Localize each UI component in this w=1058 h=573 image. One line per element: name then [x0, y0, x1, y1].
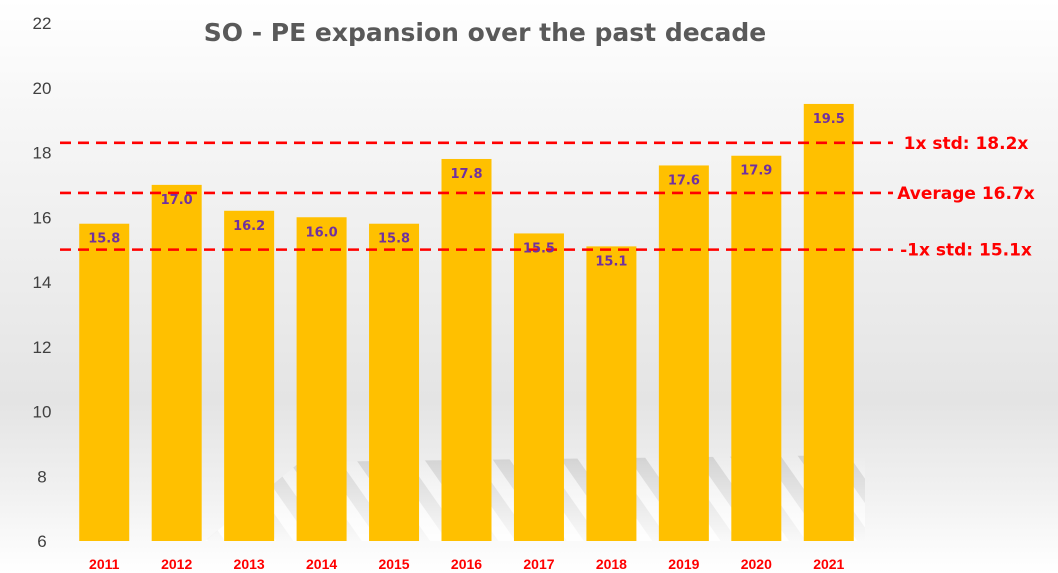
y-tick-label: 10: [33, 403, 52, 422]
bar-2015: [369, 223, 420, 541]
data-label-2018: 15.1: [595, 254, 627, 269]
bar-2018: [586, 246, 637, 541]
data-label-2011: 15.8: [88, 232, 120, 247]
y-tick-label: 16: [33, 208, 52, 227]
bar-2017: [513, 233, 564, 541]
x-tick-label: 2016: [451, 556, 482, 572]
x-tick-label: 2018: [596, 556, 627, 572]
data-label-2013: 16.2: [233, 219, 265, 234]
x-tick-label: 2017: [523, 556, 554, 572]
reference-line-label: Average 16.7x: [897, 184, 1035, 204]
x-tick-label: 2015: [378, 556, 409, 572]
bar-2016: [441, 158, 492, 541]
data-label-2012: 17.0: [161, 193, 193, 208]
x-tick-label: 2021: [813, 556, 844, 572]
data-label-2015: 15.8: [378, 232, 410, 247]
bar-2013: [224, 210, 275, 541]
y-tick-label: 14: [33, 273, 52, 292]
bar-2012: [151, 184, 202, 541]
reference-line-label: 1x std: 18.2x: [904, 134, 1029, 154]
x-tick-label: 2020: [741, 556, 772, 572]
y-tick-label: 8: [37, 467, 46, 486]
x-tick-label: 2014: [306, 556, 337, 572]
reference-line-label: -1x std: 15.1x: [900, 241, 1032, 261]
bar-2021: [803, 103, 854, 541]
bar-2011: [79, 223, 130, 541]
bar-2020: [731, 155, 782, 542]
x-axis: 2011 2012 2013 2014 2015 2016 2017 2018 2019 2020…: [89, 556, 845, 572]
x-tick-label: 2013: [234, 556, 265, 572]
data-label-2020: 17.9: [740, 164, 772, 179]
y-tick-label: 22: [33, 14, 52, 33]
y-tick-label: 12: [33, 338, 52, 357]
data-labels: 15.8 17.0 16.2 16.0 15.8 17.8 15.5 15.1 17.6 17.9…: [88, 112, 845, 269]
data-label-2019: 17.6: [668, 173, 700, 188]
y-tick-label: 20: [33, 79, 52, 98]
y-tick-label: 18: [33, 144, 52, 163]
bar-2019: [658, 165, 709, 541]
x-tick-label: 2011: [89, 556, 120, 572]
data-label-2014: 16.0: [306, 225, 338, 240]
y-axis: 6 8 10 12 14 16 18 20 22: [33, 14, 52, 551]
data-label-2021: 19.5: [813, 112, 845, 127]
bar-2014: [296, 217, 347, 541]
x-tick-label: 2019: [668, 556, 699, 572]
data-label-2017: 15.5: [523, 241, 555, 256]
bars: [79, 103, 854, 542]
reference-lines: 1x std: 18.2x Average 16.7x -1x std: 15.1x: [60, 134, 1035, 261]
chart-title: SO - PE expansion over the past decade: [204, 18, 766, 47]
y-tick-label: 6: [37, 532, 46, 551]
data-label-2016: 17.8: [450, 167, 482, 182]
x-tick-label: 2012: [161, 556, 192, 572]
